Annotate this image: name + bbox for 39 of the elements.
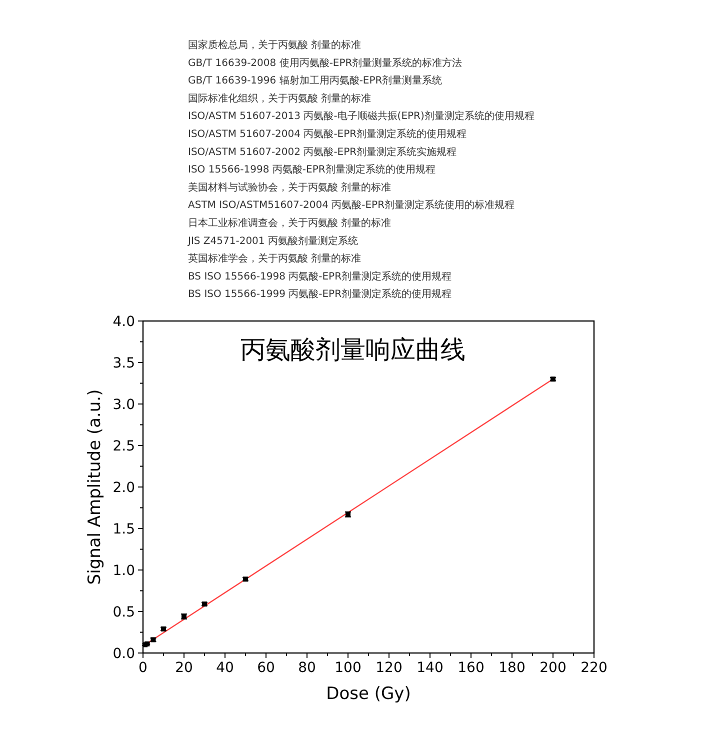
y-tick-label: 0.0 bbox=[112, 646, 135, 662]
x-axis-title: Dose (Gy) bbox=[326, 684, 411, 704]
text: ISO/ASTM 51607-2004 丙氨酸-EPR剂量测定系统的使用规程 bbox=[188, 128, 467, 140]
x-tick-label: 60 bbox=[257, 660, 275, 676]
text: 日本工业标准调查会，关于丙氨酸 剂量的标准 bbox=[188, 217, 392, 229]
text: GB/T 16639-2008 使用丙氨酸-EPR剂量测量系统的标准方法 bbox=[188, 56, 462, 69]
x-tick-label: 0 bbox=[138, 660, 148, 676]
y-tick-label: 0.5 bbox=[112, 604, 135, 620]
text: BS ISO 15566-1999 丙氨酸-EPR剂量测定系统的使用规程 bbox=[188, 288, 452, 300]
x-tick-label: 40 bbox=[216, 660, 234, 676]
x-tick-label: 160 bbox=[458, 660, 484, 676]
x-tick-label: 200 bbox=[540, 660, 566, 676]
text: ISO/ASTM 51607-2013 丙氨酸-电子顺磁共振(EPR)剂量测定系统的使用规程 bbox=[188, 110, 534, 122]
text: 国际标准化组织，关于丙氨酸 剂量的标准 bbox=[188, 92, 372, 104]
y-tick-label: 2.0 bbox=[112, 480, 135, 496]
x-tick-label: 100 bbox=[334, 660, 362, 676]
y-tick-label: 1.5 bbox=[112, 522, 135, 538]
text: BS ISO 15566-1998 丙氨酸-EPR剂量测定系统的使用规程 bbox=[188, 270, 452, 282]
x-tick-label: 180 bbox=[498, 660, 526, 676]
y-tick-label: 2.5 bbox=[112, 438, 135, 454]
y-axis-title: Signal Amplitude (a.u.) bbox=[85, 389, 105, 585]
text: GB/T 16639-1996 辐射加工用丙氨酸-EPR剂量测量系统 bbox=[188, 74, 442, 87]
text: 美国材料与试验协会，关于丙氨酸 剂量的标准 bbox=[188, 181, 392, 194]
x-tick-label: 20 bbox=[175, 660, 193, 676]
text: 国家质检总局，关于丙氨酸 剂量的标准 bbox=[188, 39, 362, 51]
text: ISO/ASTM 51607-2002 丙氨酸-EPR剂量测定系统实施规程 bbox=[188, 146, 457, 158]
text: ASTM ISO/ASTM51607-2004 丙氨酸-EPR剂量测定系统使用的标准规程 bbox=[188, 199, 515, 212]
y-tick-label: 3.5 bbox=[112, 356, 135, 372]
x-tick-label: 220 bbox=[580, 660, 608, 676]
text: JIS Z4571-2001 丙氨酸剂量测定系统 bbox=[187, 234, 358, 247]
y-tick-label: 1.0 bbox=[112, 563, 135, 579]
x-tick-label: 140 bbox=[416, 660, 444, 676]
y-tick-label: 3.0 bbox=[112, 397, 135, 413]
text: ISO 15566-1998 丙氨酸-EPR剂量测定系统的使用规程 bbox=[188, 164, 436, 176]
x-tick-label: 80 bbox=[298, 660, 316, 676]
text: 丙氨酸剂量响应曲线 bbox=[240, 335, 466, 364]
text: 英国标准学会，关于丙氨酸 剂量的标准 bbox=[188, 252, 362, 265]
x-tick-label: 120 bbox=[376, 660, 402, 676]
y-tick-label: 4.0 bbox=[112, 314, 135, 330]
